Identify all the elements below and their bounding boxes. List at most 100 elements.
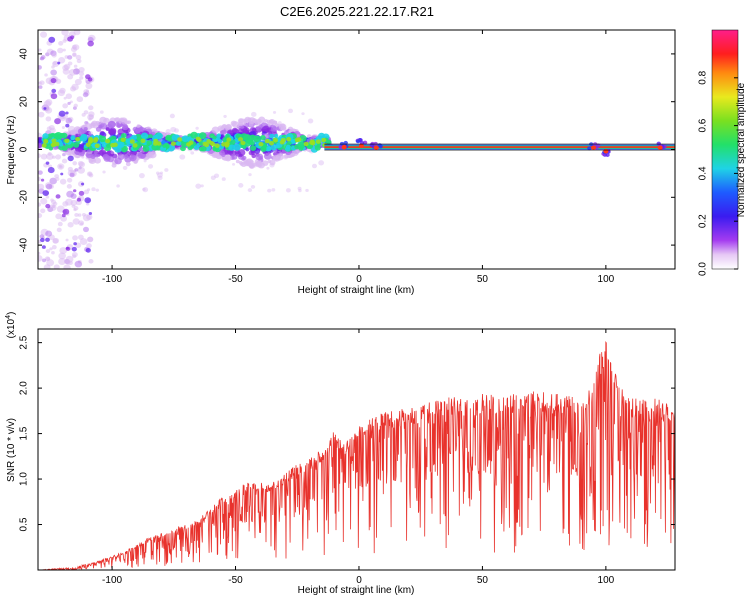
spectrogram-point — [88, 138, 94, 144]
spectrogram-point — [269, 159, 276, 166]
spectrogram-point — [60, 215, 67, 222]
spectrogram-point — [46, 126, 52, 131]
snr-y-tick-label: 0.5 — [19, 517, 30, 531]
spectrogram-point — [58, 257, 66, 266]
spectrogram-point — [55, 213, 62, 220]
spectrogram-point — [278, 121, 282, 125]
spectrogram-point — [232, 162, 236, 166]
spectrogram-point — [142, 145, 150, 152]
spectrogram-point — [59, 247, 67, 255]
spectrogram-point — [164, 168, 169, 172]
spectrogram-point — [107, 121, 116, 128]
spectrogram-point — [267, 188, 272, 193]
spectrogram-point — [155, 171, 160, 175]
spectrogram-point — [286, 141, 292, 146]
spectrogram-point — [67, 166, 73, 172]
spectrogram-point — [120, 132, 127, 139]
spectrogram-point — [198, 132, 207, 140]
spectrogram-point — [40, 208, 46, 214]
spectrogram-point — [298, 146, 304, 151]
spectrogram-x-tick-label: -50 — [228, 274, 243, 285]
spectrogram-point — [51, 138, 57, 143]
spectrogram-y-tick-label: -40 — [19, 237, 30, 252]
spectrogram-point — [143, 159, 147, 163]
spectrogram-point — [47, 133, 53, 138]
spectrogram-point — [158, 138, 163, 142]
spectrogram-point — [85, 142, 91, 147]
spectrogram-point — [85, 247, 91, 253]
spectrogram-point — [117, 153, 125, 160]
spectrogram-point — [53, 264, 60, 269]
spectrogram-panel: -100 -50 0 50 100 40 20 0 -20 -40 Height of stra… — [6, 29, 676, 296]
spectrogram-point — [68, 31, 76, 38]
spectrogram-point — [59, 115, 66, 122]
spectrogram-point — [268, 141, 274, 146]
spectrogram-point — [58, 57, 66, 64]
snr-y-tick-label: 1.0 — [19, 472, 30, 486]
spectrogram-point — [49, 247, 53, 251]
spectrogram-point — [157, 175, 163, 181]
spectrogram-point — [311, 163, 317, 169]
spectrogram-point — [221, 152, 226, 158]
spectrogram-point — [231, 154, 238, 160]
spectrogram-point — [298, 189, 302, 193]
spectrogram-point — [603, 149, 609, 154]
spectrogram-point — [70, 35, 75, 40]
spectrogram-point — [50, 69, 57, 76]
spectrogram-point — [58, 41, 64, 46]
spectrogram-point — [44, 256, 51, 262]
spectrogram-point — [339, 141, 345, 146]
spectrogram-point — [71, 246, 77, 252]
spectrogram-point — [62, 103, 69, 109]
spectrogram-point — [214, 143, 220, 148]
spectrogram-point — [283, 127, 287, 131]
spectrogram-point — [109, 127, 117, 135]
snr-panel: -100 -50 0 50 100 2.5 2.0 1.5 1.0 0.5 Height of … — [5, 312, 676, 596]
spectrogram-point — [221, 177, 226, 181]
spectrogram-point — [282, 154, 289, 160]
spectrogram-point — [130, 134, 137, 141]
spectrogram-point — [181, 135, 189, 142]
spectrogram-point — [80, 182, 85, 186]
spectrogram-point — [44, 107, 53, 114]
spectrogram-point — [95, 126, 102, 132]
spectrogram-point — [271, 188, 276, 192]
spectrogram-point — [266, 166, 270, 170]
spectrogram-point — [305, 188, 309, 193]
spectrogram-point — [148, 134, 153, 139]
spectrogram-marks — [38, 30, 675, 269]
spectrogram-point — [256, 118, 262, 124]
spectrogram-point — [41, 143, 47, 148]
spectrogram-point — [58, 110, 66, 117]
spectrogram-y-ticks: 40 20 0 -20 -40 — [19, 48, 675, 252]
spectrogram-point — [250, 118, 256, 124]
spectrogram-point — [38, 48, 42, 52]
spectrogram-point — [99, 110, 104, 114]
spectrogram-point — [310, 140, 316, 146]
snr-x-tick-label: 0 — [356, 575, 362, 586]
spectrogram-point — [55, 154, 62, 160]
spectrogram-point — [310, 136, 315, 141]
spectrogram-point — [61, 213, 66, 218]
spectrogram-point — [251, 127, 256, 132]
spectrogram-point — [51, 251, 55, 255]
spectrogram-point — [210, 141, 216, 147]
spectrogram-point — [51, 52, 57, 58]
snr-y-label: SNR (10 * v/v) — [6, 418, 17, 482]
spectrogram-point — [86, 236, 94, 243]
spectrogram-point — [94, 143, 100, 148]
spectrogram-point — [38, 251, 41, 255]
spectrogram-point — [258, 141, 264, 147]
spectrogram-point — [42, 190, 50, 197]
spectrogram-point — [153, 141, 159, 146]
spectrogram-point — [171, 134, 179, 141]
spectrogram-point — [286, 136, 292, 142]
spectrogram-point — [38, 170, 43, 175]
spectrogram-point — [91, 187, 96, 192]
spectrogram-point — [73, 242, 77, 246]
spectrogram-point — [110, 151, 115, 155]
snr-scale-base: (x10 — [6, 318, 17, 338]
spectrogram-point — [52, 155, 56, 159]
spectrogram-point — [116, 184, 120, 188]
